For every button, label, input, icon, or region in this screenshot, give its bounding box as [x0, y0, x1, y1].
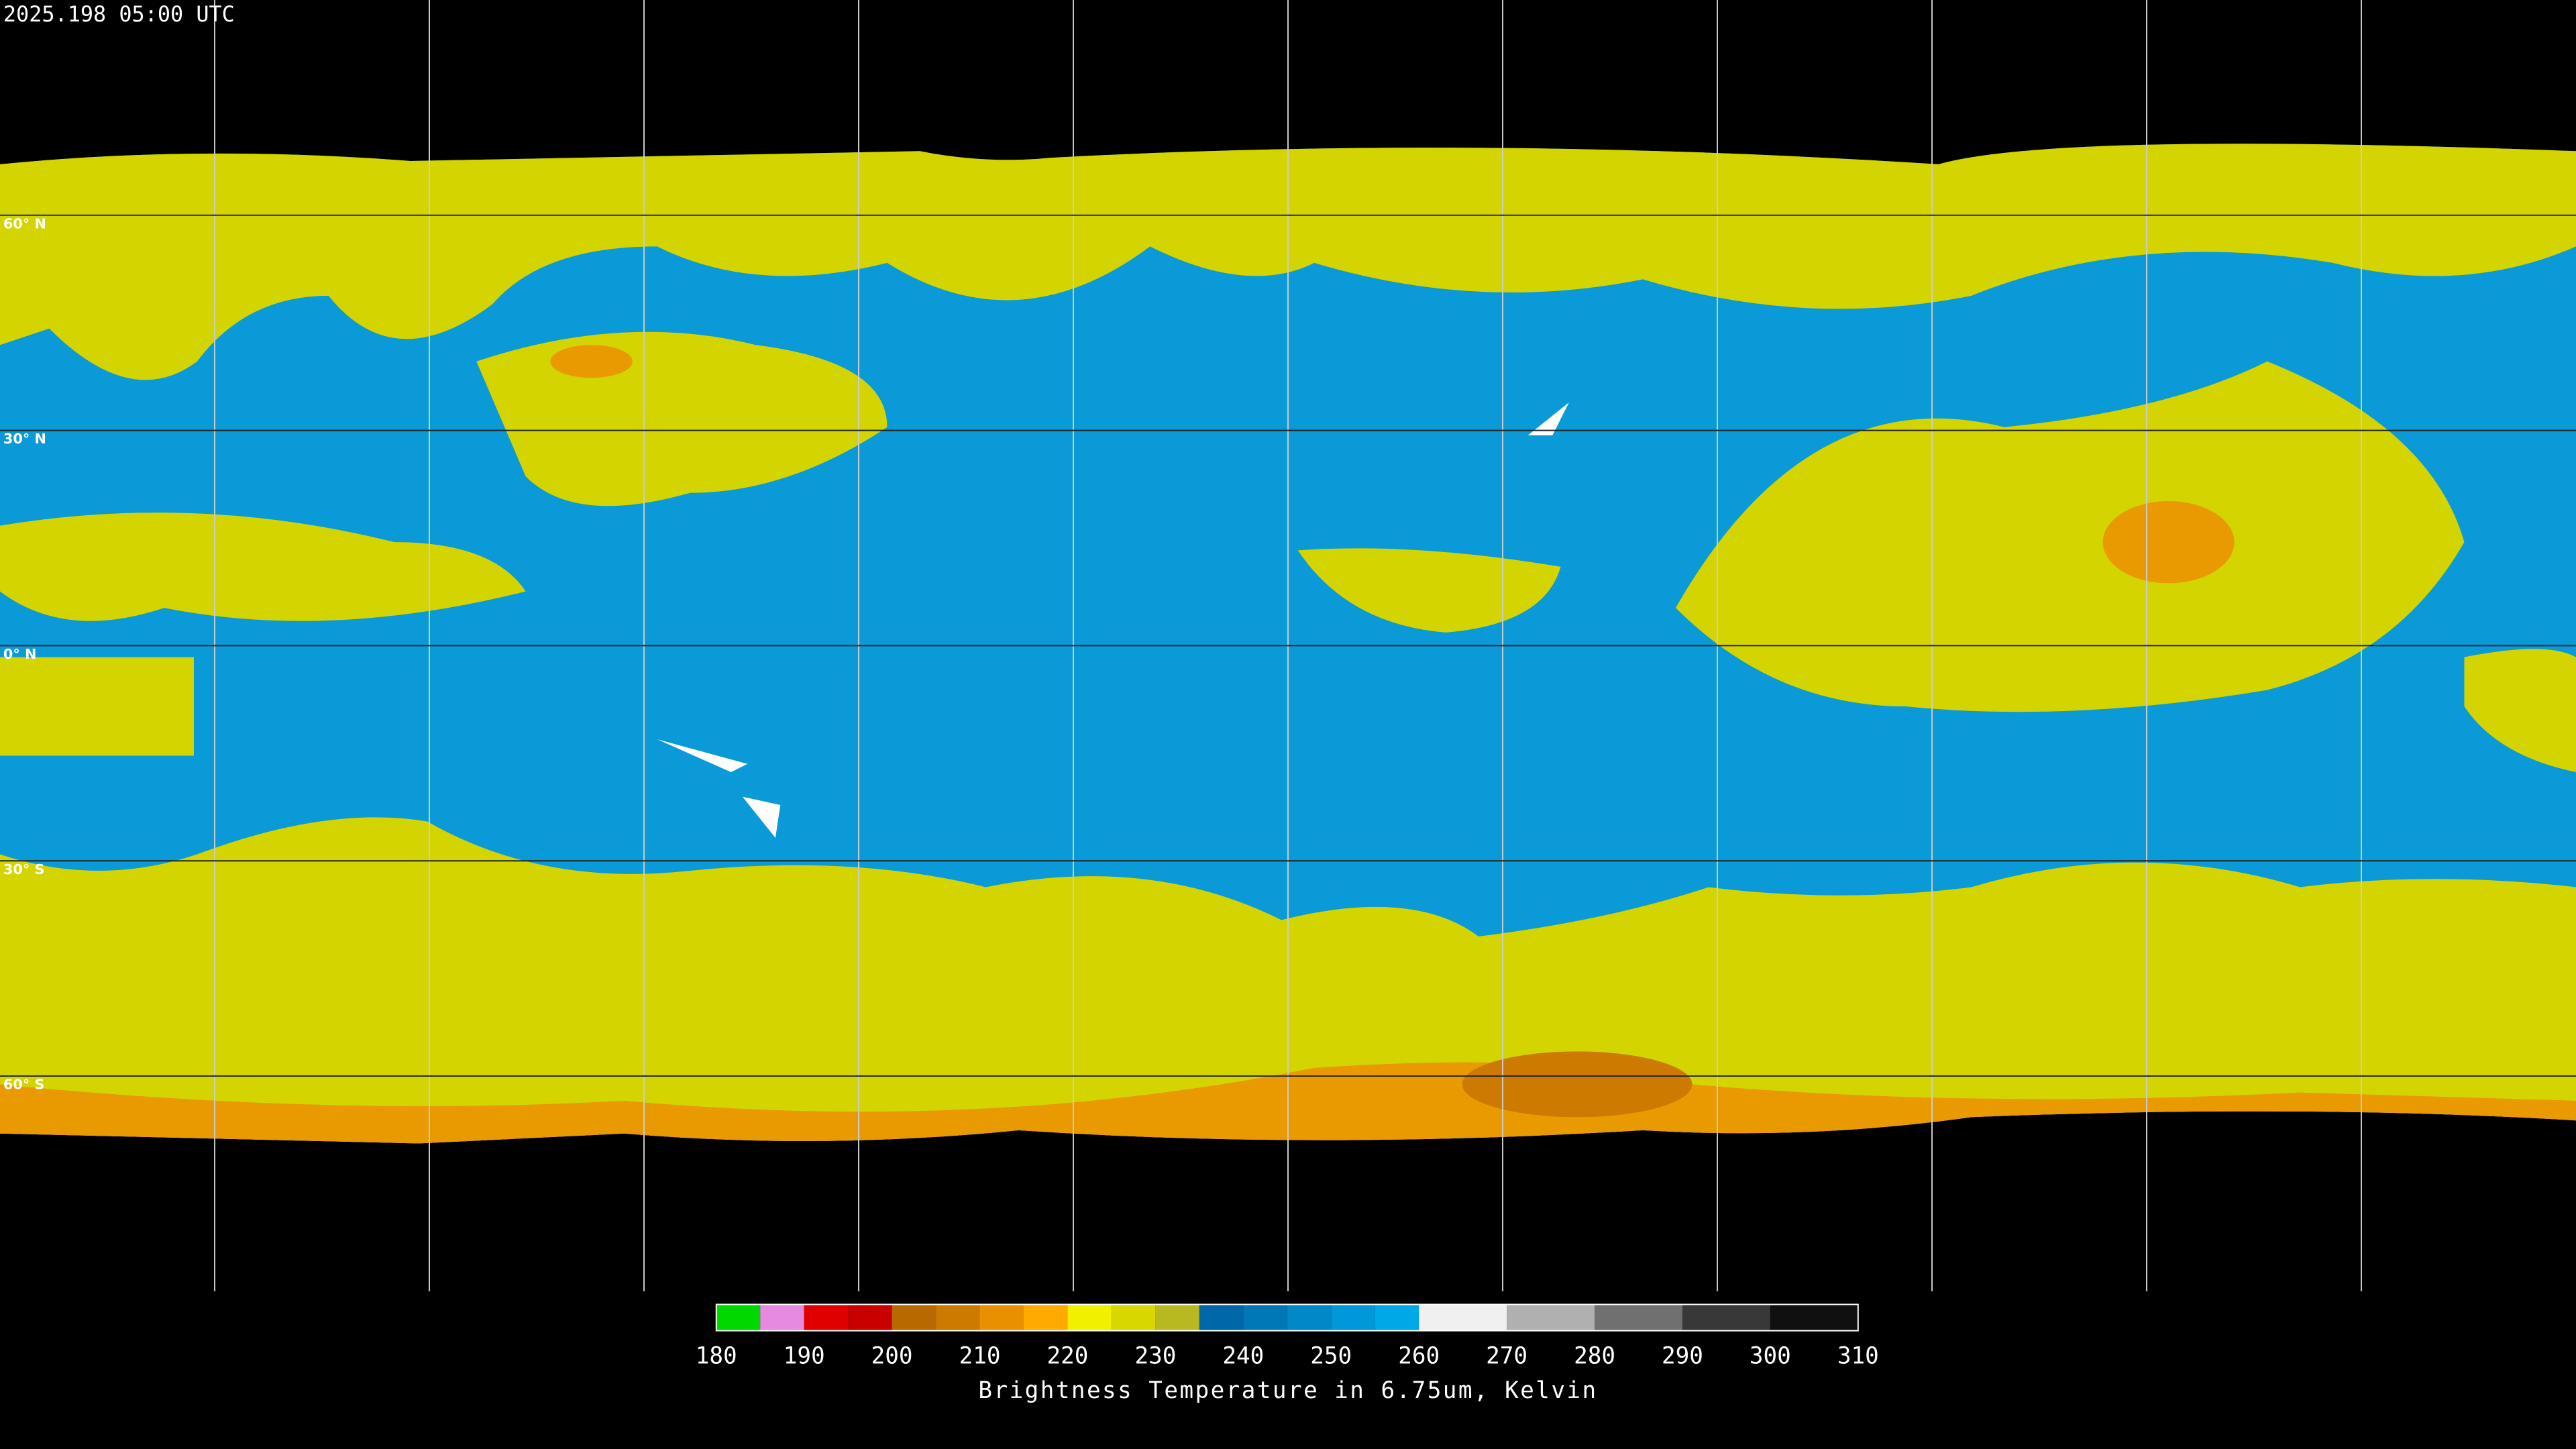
colorbar-segment — [936, 1304, 980, 1331]
colorbar-tick-label: 250 — [1310, 1343, 1352, 1370]
storm — [550, 345, 633, 378]
storm — [2102, 500, 2235, 584]
colorbar-segment — [804, 1304, 849, 1331]
colorbar: 180 190 200 210 220 230 240 250 260 270 280 290 300 3… — [696, 1303, 1879, 1370]
east-patch — [2464, 649, 2576, 773]
colorbar-frame — [715, 1303, 1859, 1332]
timestamp: 2025.198 05:00 UTC — [3, 1, 235, 27]
colorbar-segment — [1023, 1304, 1068, 1331]
colorbar-tick-label: 280 — [1574, 1343, 1615, 1370]
colorbar-label: Brightness Temperature in 6.75um, Kelvin — [978, 1377, 1597, 1404]
colorbar-tick-label: 290 — [1662, 1343, 1703, 1370]
graticule — [0, 0, 2576, 1291]
colorbar-segment — [716, 1304, 761, 1331]
lat-label: 60° S — [3, 1077, 45, 1093]
colorbar-tick-label: 220 — [1047, 1343, 1089, 1370]
lat-label: 30° N — [3, 431, 46, 447]
africa-convection — [1297, 548, 1561, 633]
colorbar-segment — [1199, 1304, 1244, 1331]
colorbar-tick-label: 180 — [696, 1343, 737, 1370]
colorbar-segment — [1507, 1304, 1595, 1331]
colorbar-segment — [979, 1304, 1024, 1331]
lat-labels: 60° N 30° N 0° N 30° S 60° S — [3, 215, 46, 1092]
colorbar-segment — [1067, 1304, 1112, 1331]
colorbar-segment — [1331, 1304, 1375, 1331]
colorbar-segment — [848, 1304, 892, 1331]
colorbar-tick-label: 300 — [1750, 1343, 1791, 1370]
colorbar-segment — [892, 1304, 936, 1331]
lat-label: 0° N — [3, 646, 37, 662]
colorbar-tick-label: 190 — [784, 1343, 825, 1370]
colorbar-tick-label: 230 — [1134, 1343, 1176, 1370]
colorbar-tick-label: 240 — [1222, 1343, 1264, 1370]
colorbar-segment — [1111, 1304, 1156, 1331]
lat-label: 60° N — [3, 215, 46, 231]
colorbar-segment — [1375, 1304, 1419, 1331]
colorbar-segment — [1287, 1304, 1332, 1331]
colorbar-tick-label: 210 — [959, 1343, 1001, 1370]
colorbar-segment — [1155, 1304, 1199, 1331]
lat-label: 30° S — [3, 861, 45, 877]
colorbar-segment — [1243, 1304, 1287, 1331]
storm — [1462, 1051, 1693, 1118]
colorbar-tick-label: 270 — [1486, 1343, 1527, 1370]
colorbar-segment — [1770, 1304, 1858, 1331]
colorbar-segment — [1595, 1304, 1682, 1331]
colorbar-tick-label: 260 — [1398, 1343, 1440, 1370]
pacific-itcz — [0, 513, 526, 621]
colorbar-tick-label: 200 — [871, 1343, 913, 1370]
colorbar-tick-label: 310 — [1837, 1343, 1879, 1370]
colorbar-segment — [760, 1304, 804, 1331]
colorbar-segment — [1682, 1304, 1770, 1331]
asia-convection — [1675, 361, 2465, 712]
colorbar-segment — [1419, 1304, 1507, 1331]
pacific-patch — [0, 657, 194, 756]
